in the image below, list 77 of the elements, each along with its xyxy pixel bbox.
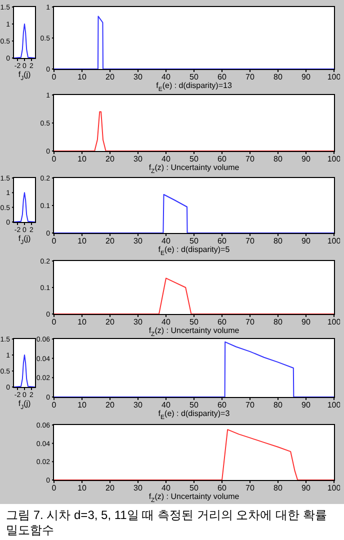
x-tick-label: 40 [162, 72, 171, 82]
x-axis-title: f$_{Z}$(z) : Uncertainty volume [148, 492, 240, 504]
x-axis-title: f$_{E}$(e) : d(disparity)=3 [158, 409, 230, 421]
x-tick-label: 60 [218, 400, 227, 410]
x-tick-label: 10 [78, 236, 87, 246]
caption: 그림 7. 시차 d=3, 5, 11일 때 측정된 거리의 오차에 대한 확률밀도함수 [6, 508, 328, 538]
x-tick-label: 100 [327, 236, 342, 246]
x-tick-label: 100 [327, 484, 342, 493]
x-tick-label: 30 [134, 484, 143, 493]
x-tick-label: 60 [218, 236, 227, 246]
x-axis-title: f$_{Z}$(z) : Uncertainty volume [148, 326, 240, 338]
x-tick-label: 50 [190, 154, 199, 164]
x-tick-label: 10 [78, 400, 87, 410]
x-tick-label: 80 [274, 236, 283, 246]
x-tick-label: 20 [106, 154, 115, 164]
x-tick-label: 50 [190, 400, 199, 410]
x-tick-label: 30 [134, 72, 143, 82]
x-tick-label: 50 [190, 72, 199, 82]
x-tick-label: 20 [106, 72, 115, 82]
x-tick-label: 30 [134, 318, 143, 327]
x-tick-label: 80 [274, 484, 283, 493]
x-axis-title: f$_{Z}$(z) : Uncertainty volume [148, 163, 240, 175]
x-tick-label: 10 [78, 318, 87, 327]
x-tick-label: 10 [78, 484, 87, 493]
x-tick-label: 90 [302, 154, 311, 164]
x-tick-label: 40 [162, 154, 171, 164]
x-tick-label: 60 [218, 318, 227, 327]
x-tick-label: 70 [246, 236, 255, 246]
x-tick-label: 70 [246, 154, 255, 164]
x-tick-label: 50 [190, 484, 199, 493]
x-tick-label: 40 [162, 484, 171, 493]
x-tick-label: 90 [302, 236, 311, 246]
x-tick-label: 60 [218, 72, 227, 82]
x-tick-label: 50 [190, 318, 199, 327]
x-tick-label: 30 [134, 236, 143, 246]
line-series [54, 278, 334, 314]
x-tick-label: 90 [302, 484, 311, 493]
x-axis-title: f$_{J}$(j) [18, 399, 32, 411]
x-axis-title: f$_{E}$(e) : d(disparity)=5 [158, 245, 230, 257]
x-tick-label: 70 [246, 484, 255, 493]
x-tick-label: 80 [274, 72, 283, 82]
x-tick-label: 100 [327, 318, 342, 327]
x-axis-title: f$_{J}$(j) [18, 234, 32, 246]
x-tick-label: 70 [246, 400, 255, 410]
x-tick-label: 40 [162, 400, 171, 410]
x-tick-label: 40 [162, 236, 171, 246]
x-tick-label: 20 [106, 484, 115, 493]
line-series [14, 192, 35, 222]
x-tick-label: 10 [78, 72, 87, 82]
line-series [54, 194, 334, 233]
x-tick-label: 90 [302, 72, 311, 82]
line-series [14, 24, 35, 58]
x-tick-label: 20 [106, 318, 115, 327]
line-series [14, 354, 35, 387]
line-series [54, 429, 334, 480]
x-tick-label: 30 [134, 400, 143, 410]
x-tick-label: 100 [327, 154, 342, 164]
x-tick-label: 80 [274, 318, 283, 327]
x-tick-label: 100 [327, 72, 342, 82]
x-tick-label: 20 [106, 236, 115, 246]
line-series [54, 341, 334, 397]
x-tick-label: 80 [274, 154, 283, 164]
x-tick-label: 90 [302, 318, 311, 327]
x-tick-label: 70 [246, 72, 255, 82]
x-tick-label: 40 [162, 318, 171, 327]
x-tick-label: 20 [106, 400, 115, 410]
x-tick-label: 100 [327, 400, 342, 410]
x-tick-label: 50 [190, 236, 199, 246]
x-axis-title: f$_{E}$(e) : d(disparity)=13 [156, 81, 232, 93]
x-tick-label: 60 [218, 154, 227, 164]
x-tick-label: 30 [134, 154, 143, 164]
x-tick-label: 80 [274, 400, 283, 410]
x-tick-label: 10 [78, 154, 87, 164]
x-tick-label: 90 [302, 400, 311, 410]
x-tick-label: 60 [218, 484, 227, 493]
x-tick-label: 70 [246, 318, 255, 327]
x-axis-title: f$_{J}$(j) [18, 70, 32, 82]
